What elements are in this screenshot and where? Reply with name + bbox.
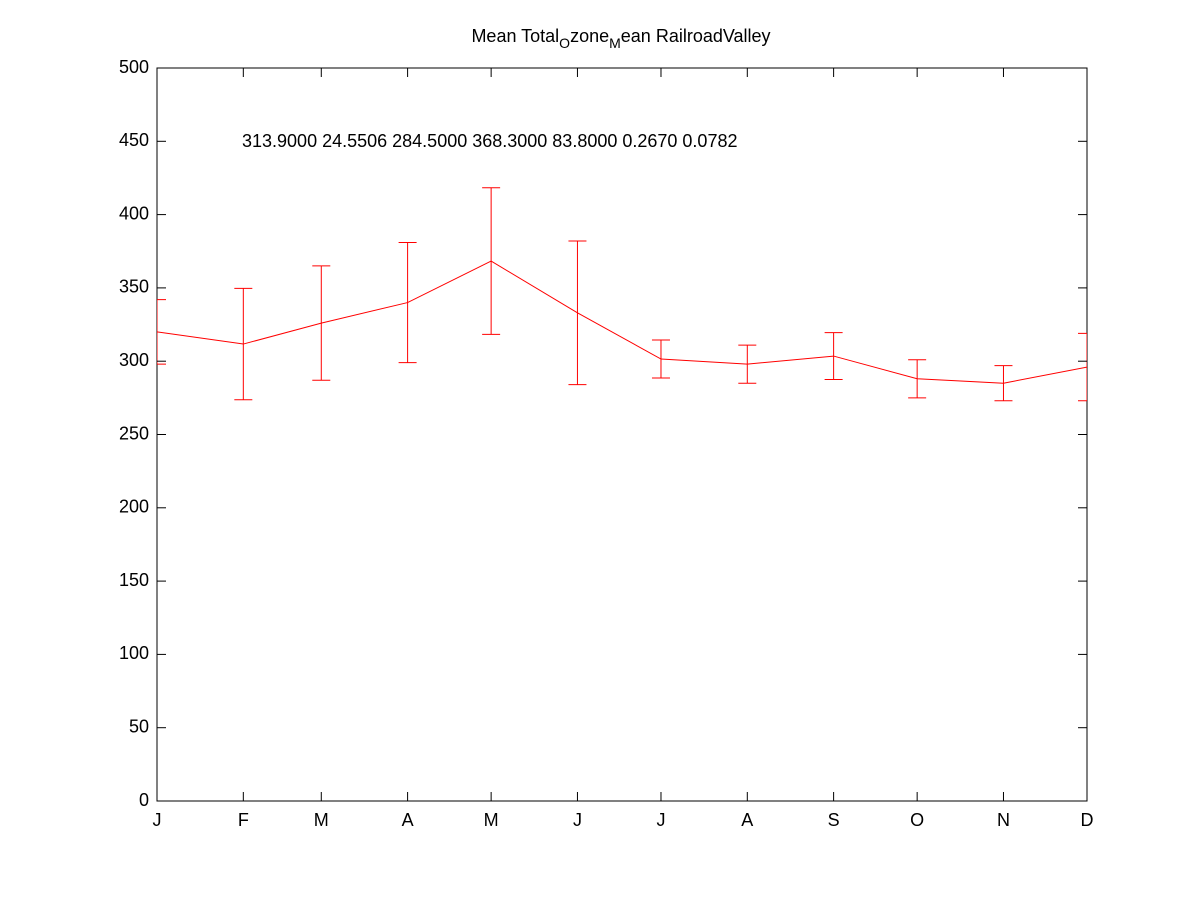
x-tick-label: A (741, 810, 753, 830)
annotation: 313.9000 24.5506 284.5000 368.3000 83.80… (242, 131, 737, 151)
y-tick-label: 250 (119, 423, 149, 443)
y-tick-label: 400 (119, 203, 149, 223)
x-tick-label: A (402, 810, 414, 830)
y-tick-label: 450 (119, 130, 149, 150)
plot-area (157, 187, 1087, 402)
x-tick-label: J (153, 810, 162, 830)
x-tick-label: M (314, 810, 329, 830)
title-part: Mean Total (471, 26, 559, 46)
x-tick-label: J (573, 810, 582, 830)
x-tick-label: N (997, 810, 1010, 830)
y-tick-label: 150 (119, 570, 149, 590)
x-tick-label: D (1081, 810, 1094, 830)
y-tick-label: 500 (119, 57, 149, 77)
chart-title: Mean TotalOzoneMean RailroadValley (471, 26, 770, 51)
x-tick-label: M (484, 810, 499, 830)
title-part: O (559, 35, 570, 51)
y-tick-label: 100 (119, 643, 149, 663)
x-tick-label: S (828, 810, 840, 830)
y-tick-label: 50 (129, 716, 149, 736)
y-tick-label: 300 (119, 350, 149, 370)
y-tick-label: 200 (119, 497, 149, 517)
data-line (157, 260, 1087, 384)
x-tick-label: O (910, 810, 924, 830)
y-tick-label: 0 (139, 790, 149, 810)
y-tick-label: 350 (119, 277, 149, 297)
x-tick-label: J (656, 810, 665, 830)
x-tick-label: F (238, 810, 249, 830)
title-part: M (609, 35, 621, 51)
title-part: zone (570, 26, 609, 46)
title-part: ean RailroadValley (621, 26, 771, 46)
